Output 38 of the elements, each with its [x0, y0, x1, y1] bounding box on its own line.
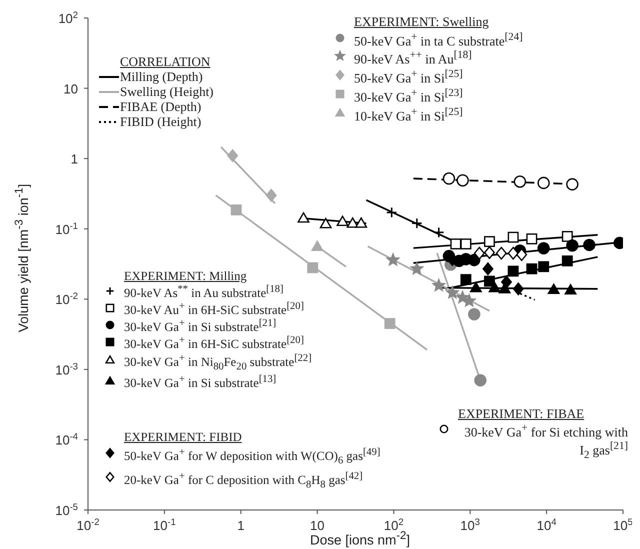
legend-label: FIBID (Height) — [120, 114, 202, 129]
x-tick-label: 10 — [310, 518, 325, 533]
y-tick-label: 10$^{-2}$ — [55, 291, 78, 308]
annotation: CORRELATION — [119, 54, 212, 69]
x-tick-label: 10$^{-2}$ — [76, 517, 100, 533]
legend-label: 30-keV Ga$^{+}$ in Si substrate$^{[13]}$ — [124, 373, 276, 390]
annotation: EXPERIMENT: FIBAE — [457, 406, 586, 421]
y-tick-label: 10$^{-3}$ — [55, 361, 78, 378]
x-tick-label: 10$^{4}$ — [536, 517, 556, 533]
legend-label: 30-keV Au$^{+}$ in 6H-SiC substrate$^{[20]}$ — [124, 300, 304, 318]
x-tick-label: 1 — [237, 518, 244, 533]
legend-label: 30-keV Ga$^{+}$ in Si$^{[23]}$ — [354, 86, 463, 105]
legend-label: 30-keV Ga$^{+}$ in 6H-SiC substrate$^{[20]}$ — [124, 334, 304, 352]
annotation: EXPERIMENT: Swelling — [353, 14, 490, 30]
annotation: EXPERIMENT: FIBID — [123, 430, 243, 445]
legend-label: 50-keV Ga$^{+}$ in Si$^{[25]}$ — [354, 67, 463, 86]
legend-label: 90-keV As$^{**}$ in Au substrate$^{[18]}$ — [124, 283, 284, 300]
legend-label: FIBAE (Depth) — [120, 99, 202, 114]
y-tick-label: 1 — [70, 152, 78, 167]
x-axis-title: Dose [ions nm$^{-2}$] — [310, 530, 410, 548]
legend-label: Swelling (Height) — [120, 84, 214, 99]
legend-label: 50-keV Ga$^{+}$ for W deposition with W(CO)$_{6}$ gas$^{[49]}$ — [124, 446, 380, 469]
legend-label: 30-keV Ga$^{+}$ in Si substrate$^{[21]}$ — [124, 317, 276, 334]
y-tick-label: 10$^{-1}$ — [55, 220, 78, 237]
x-tick-label: 10$^{-1}$ — [153, 517, 176, 533]
annotation: EXPERIMENT: Milling — [123, 269, 248, 283]
y-tick-label: 10$^{2}$ — [58, 10, 78, 26]
legend-label: 90-keV As$^{++}$ in Au$^{[18]}$ — [354, 48, 472, 68]
legend-label: 20-keV Ga$^{+}$ for C deposition with C$_{8}$H$_{8}$ gas$^{[42]}$ — [124, 470, 363, 492]
legend-label: 30-keV Ga$^{+}$ for Si etching with I$_{2}$ gas$^{[21]}$ — [463, 421, 628, 464]
legend-label: 10-keV Ga$^{+}$ in Si$^{[25]}$ — [354, 104, 463, 124]
y-tick-label: 10 — [64, 81, 78, 96]
y-tick-label: 10$^{-4}$ — [55, 432, 78, 448]
legend-label: Milling (Depth) — [120, 69, 203, 84]
legend-label: 50-keV Ga$^{+}$ in ta C substrate$^{[24]}$ — [354, 30, 523, 48]
x-tick-label: 10$^{3}$ — [460, 517, 480, 533]
y-tick-label: 10$^{-5}$ — [55, 502, 78, 518]
legend-label: 30-keV Ga$^{+}$ in Ni$_{80}$Fe$_{20}$ substrate$^{[22]}$ — [124, 352, 312, 374]
